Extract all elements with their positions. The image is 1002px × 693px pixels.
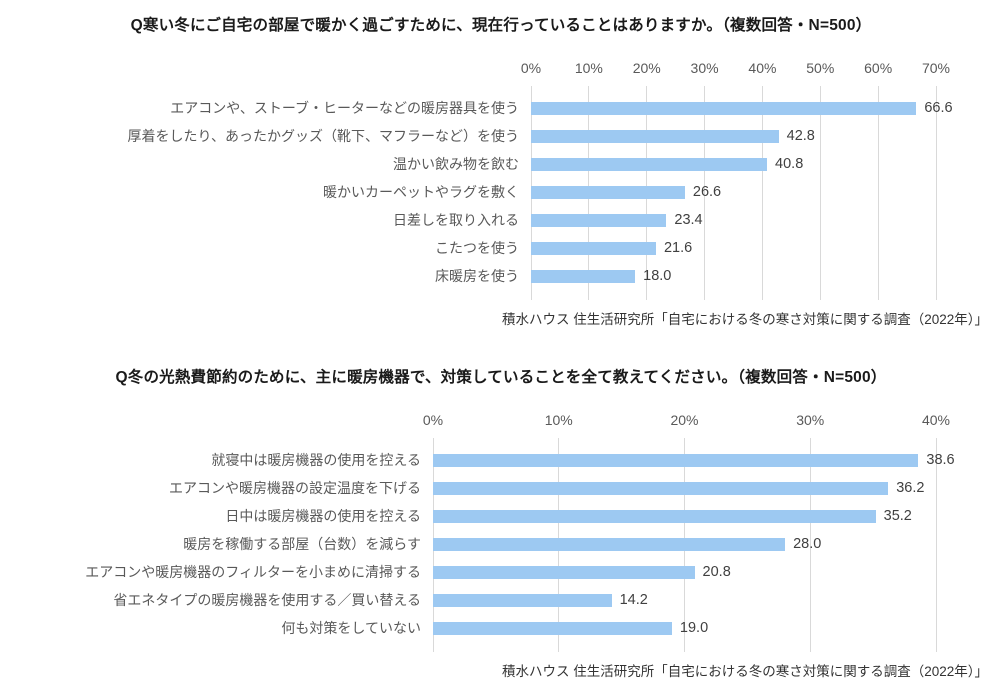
category-label: 就寝中は暖房機器の使用を控える	[211, 452, 421, 468]
chart-title: Q寒い冬にご自宅の部屋で暖かく過ごすために、現在行っていることはありますか。（複…	[130, 17, 872, 34]
bar-row: 38.6	[433, 446, 955, 474]
chart-section-energy-saving: Q冬の光熱費節約のために、主に暖房機器で、対策していることを全て教えてください。…	[0, 366, 1002, 682]
bar-row: 36.2	[433, 474, 936, 502]
source-note: 積水ハウス 住生活研究所「自宅における冬の寒さ対策に関する調査（2022年）」	[501, 664, 988, 679]
x-axis-tick-label: 20%	[632, 60, 661, 76]
x-axis-tick-label: 50%	[806, 60, 835, 76]
bar-row: 21.6	[531, 234, 936, 262]
bar-value-label: 35.2	[883, 508, 912, 524]
plot-column: 0% 10% 20% 30% 40% 50% 60% 70% 66.6 42.8 40.8 26.6…	[521, 60, 953, 300]
bar	[433, 593, 612, 607]
x-axis-tick-label: 0%	[520, 60, 542, 76]
plot-area: 38.6 36.2 35.2 28.0 20.8 14.2 19.0	[432, 438, 955, 652]
category-label: 暖房を稼働する部屋（台数）を減らす	[183, 536, 421, 552]
bar-row: 28.0	[433, 530, 936, 558]
gridline	[935, 86, 937, 300]
bar	[531, 185, 685, 199]
plot-area: 66.6 42.8 40.8 26.6 23.4 21.6 18.0	[530, 86, 953, 300]
gridline	[935, 438, 937, 652]
bar-value-label: 42.8	[786, 128, 815, 144]
bar	[531, 213, 667, 227]
category-label: 日中は暖房機器の使用を控える	[225, 508, 421, 524]
bar-value-label: 36.2	[896, 480, 925, 496]
plot-column: 0% 10% 20% 30% 40% 38.6 36.2 35.2 28.0 20.8 14.2 1…	[423, 412, 955, 652]
category-label: 床暖房を使う	[435, 268, 519, 284]
bar-row: 66.6	[531, 94, 953, 122]
chart-section-warm-habits: Q寒い冬にご自宅の部屋で暖かく過ごすために、現在行っていることはありますか。（複…	[0, 14, 1002, 330]
bar	[433, 453, 919, 467]
bar	[531, 129, 779, 143]
bar-rows: 38.6 36.2 35.2 28.0 20.8 14.2 19.0	[433, 446, 955, 642]
chart-title: Q冬の光熱費節約のために、主に暖房機器で、対策していることを全て教えてください。…	[115, 369, 887, 386]
x-axis-tick-label: 10%	[574, 60, 603, 76]
x-axis: 0% 10% 20% 30% 40%	[423, 412, 950, 438]
x-axis-tick-label: 10%	[544, 412, 573, 428]
bar	[433, 537, 786, 551]
category-labels: 就寝中は暖房機器の使用を控えるエアコンや暖房機器の設定温度を下げる日中は暖房機器…	[8, 412, 433, 652]
category-label: エアコンや暖房機器の設定温度を下げる	[169, 480, 421, 496]
bar-value-label: 28.0	[793, 536, 822, 552]
category-label: こたつを使う	[435, 240, 519, 256]
category-label: 温かい飲み物を飲む	[393, 156, 519, 172]
bar-row: 42.8	[531, 122, 936, 150]
source-note: 積水ハウス 住生活研究所「自宅における冬の寒さ対策に関する調査（2022年）」	[501, 312, 988, 327]
gridline	[877, 86, 879, 300]
bar-row: 35.2	[433, 502, 936, 530]
category-label: エアコンや暖房機器のフィルターを小まめに清掃する	[85, 564, 421, 580]
bar	[433, 481, 889, 495]
category-label: 省エネタイプの暖房機器を使用する／買い替える	[113, 592, 421, 608]
x-axis-tick-label: 30%	[796, 412, 825, 428]
bar-row: 40.8	[531, 150, 936, 178]
bar-row: 23.4	[531, 206, 936, 234]
bar-value-label: 20.8	[702, 564, 731, 580]
bar-value-label: 38.6	[926, 452, 955, 468]
category-label: 日差しを取り入れる	[393, 212, 519, 228]
gridline	[819, 86, 821, 300]
category-labels: エアコンや、ストーブ・ヒーターなどの暖房器具を使う厚着をしたり、あったかグッズ（…	[8, 60, 531, 300]
bar-value-label: 21.6	[663, 240, 693, 256]
bar	[531, 269, 636, 283]
bar-row: 18.0	[531, 262, 936, 290]
x-axis-tick-label: 20%	[670, 412, 699, 428]
bar-row: 20.8	[433, 558, 936, 586]
x-axis-tick-label: 40%	[921, 412, 951, 428]
x-axis-tick-label: 40%	[748, 60, 777, 76]
x-axis-tick-label: 30%	[690, 60, 719, 76]
gridline	[809, 438, 811, 652]
bar-row: 14.2	[433, 586, 936, 614]
bar-value-label: 40.8	[775, 156, 804, 172]
chart-body: 就寝中は暖房機器の使用を控えるエアコンや暖房機器の設定温度を下げる日中は暖房機器…	[0, 412, 1002, 652]
x-axis-tick-label: 70%	[921, 60, 951, 76]
bar	[433, 509, 876, 523]
bar-value-label: 14.2	[619, 592, 648, 608]
bar-value-label: 66.6	[924, 100, 953, 116]
x-axis: 0% 10% 20% 30% 40% 50% 60% 70%	[521, 60, 950, 86]
bar-value-label: 23.4	[674, 212, 703, 228]
bar-value-label: 19.0	[679, 620, 709, 636]
gridline	[704, 86, 706, 300]
category-label: エアコンや、ストーブ・ヒーターなどの暖房器具を使う	[170, 100, 519, 116]
bar-value-label: 18.0	[643, 268, 672, 284]
bar-value-label: 26.6	[692, 184, 722, 200]
x-axis-tick-label: 60%	[864, 60, 893, 76]
bar	[433, 621, 672, 635]
bar	[531, 241, 656, 255]
bar-row: 19.0	[433, 614, 936, 642]
bar-row: 26.6	[531, 178, 936, 206]
chart-body: エアコンや、ストーブ・ヒーターなどの暖房器具を使う厚着をしたり、あったかグッズ（…	[0, 60, 1002, 300]
category-label: 暖かいカーペットやラグを敷く	[323, 184, 519, 200]
bar	[531, 157, 768, 171]
gridline	[761, 86, 763, 300]
bar	[531, 101, 917, 115]
bar	[433, 565, 695, 579]
category-label: 厚着をしたり、あったかグッズ（靴下、マフラーなど）を使う	[127, 128, 519, 144]
x-axis-tick-label: 0%	[422, 412, 444, 428]
bar-rows: 66.6 42.8 40.8 26.6 23.4 21.6 18.0	[531, 94, 953, 290]
category-label: 何も対策をしていない	[281, 620, 421, 636]
